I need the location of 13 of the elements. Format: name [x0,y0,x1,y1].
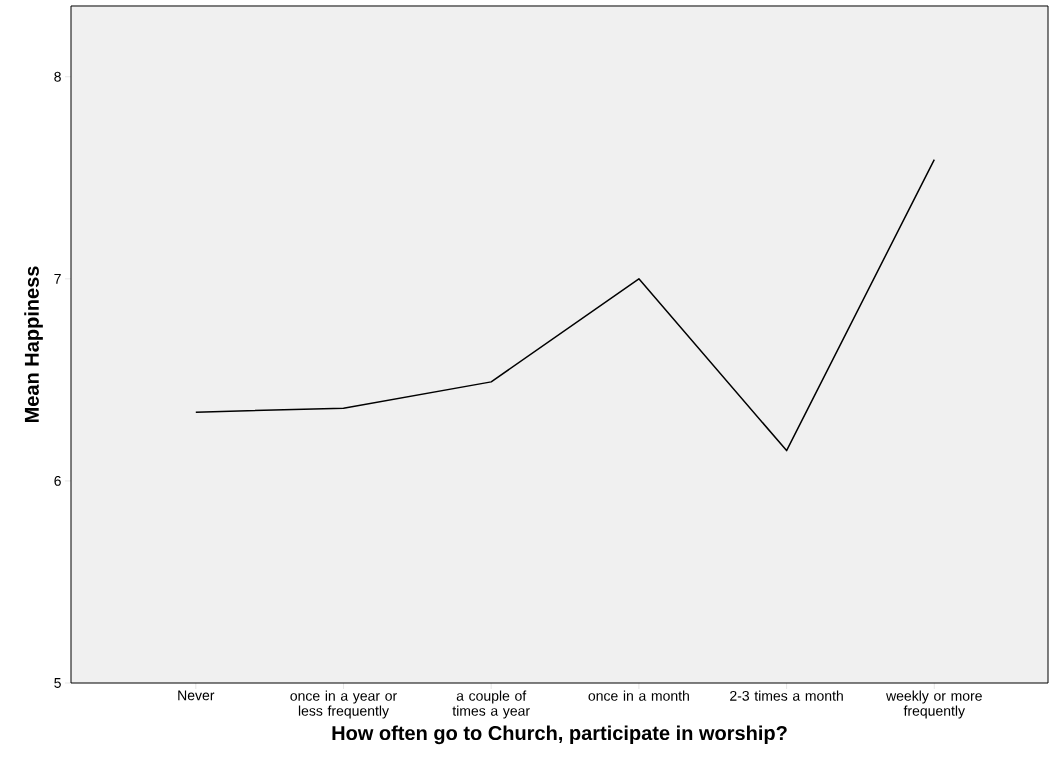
y-axis-title: Mean Happiness [24,266,43,423]
y-tick-label: 7 [54,274,61,284]
x-tick-label: 2-3 times a month [730,690,843,701]
x-tick-label: once in a year or less frequently [290,690,397,719]
y-tick-label: 8 [54,71,61,82]
x-tick-label: Never [178,690,215,701]
x-tick-label: a couple of times a year [452,690,530,719]
y-tick-label: 6 [54,475,61,486]
y-tick-label: 5 [54,678,61,688]
x-axis-title: How often go to Church, participate in worship? [332,725,787,745]
x-tick-label: once in a month [588,690,689,701]
line-series [195,158,936,452]
x-tick-label: weekly or more frequently [886,690,982,719]
